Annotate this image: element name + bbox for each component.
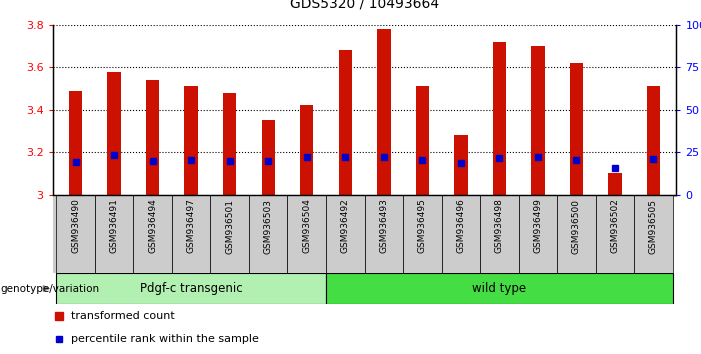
Text: GSM936493: GSM936493 — [379, 199, 388, 253]
Text: wild type: wild type — [472, 282, 526, 295]
Text: GSM936491: GSM936491 — [109, 199, 118, 253]
Bar — [249, 195, 287, 273]
Text: transformed count: transformed count — [72, 311, 175, 321]
Bar — [326, 273, 673, 304]
Text: GSM936502: GSM936502 — [611, 199, 620, 253]
Text: GSM936498: GSM936498 — [495, 199, 504, 253]
Text: GSM936495: GSM936495 — [418, 199, 427, 253]
Bar — [223, 93, 236, 195]
Text: genotype/variation: genotype/variation — [1, 284, 100, 293]
Bar — [210, 195, 249, 273]
Bar — [596, 195, 634, 273]
Bar — [416, 86, 429, 195]
Text: GSM936503: GSM936503 — [264, 199, 273, 253]
Bar — [184, 86, 198, 195]
Bar — [261, 120, 275, 195]
Bar — [133, 195, 172, 273]
Bar — [172, 195, 210, 273]
Bar — [107, 72, 121, 195]
Bar — [365, 195, 403, 273]
Text: Pdgf-c transgenic: Pdgf-c transgenic — [140, 282, 243, 295]
Bar — [480, 195, 519, 273]
Text: GSM936499: GSM936499 — [533, 199, 543, 253]
Text: GDS5320 / 10493664: GDS5320 / 10493664 — [290, 0, 439, 11]
Text: percentile rank within the sample: percentile rank within the sample — [72, 334, 259, 344]
Bar — [377, 29, 390, 195]
Bar — [557, 195, 596, 273]
Bar — [570, 63, 583, 195]
Bar — [646, 86, 660, 195]
Bar — [339, 50, 352, 195]
Bar — [146, 80, 159, 195]
Text: GSM936490: GSM936490 — [72, 199, 80, 253]
Text: GSM936496: GSM936496 — [456, 199, 465, 253]
Bar — [493, 42, 506, 195]
Bar — [519, 195, 557, 273]
Bar — [454, 135, 468, 195]
Bar — [531, 46, 545, 195]
Text: GSM936505: GSM936505 — [649, 199, 658, 253]
Bar — [56, 195, 95, 273]
Bar — [442, 195, 480, 273]
Bar — [69, 91, 83, 195]
Bar — [287, 195, 326, 273]
Bar — [95, 195, 133, 273]
Text: GSM936494: GSM936494 — [148, 199, 157, 253]
Text: GSM936500: GSM936500 — [572, 199, 581, 253]
Bar — [634, 195, 673, 273]
Bar — [326, 195, 365, 273]
Text: GSM936497: GSM936497 — [186, 199, 196, 253]
Text: GSM936492: GSM936492 — [341, 199, 350, 253]
Text: GSM936504: GSM936504 — [302, 199, 311, 253]
Bar — [300, 105, 313, 195]
Bar — [403, 195, 442, 273]
Bar — [56, 273, 326, 304]
Text: GSM936501: GSM936501 — [225, 199, 234, 253]
Bar — [608, 173, 622, 195]
